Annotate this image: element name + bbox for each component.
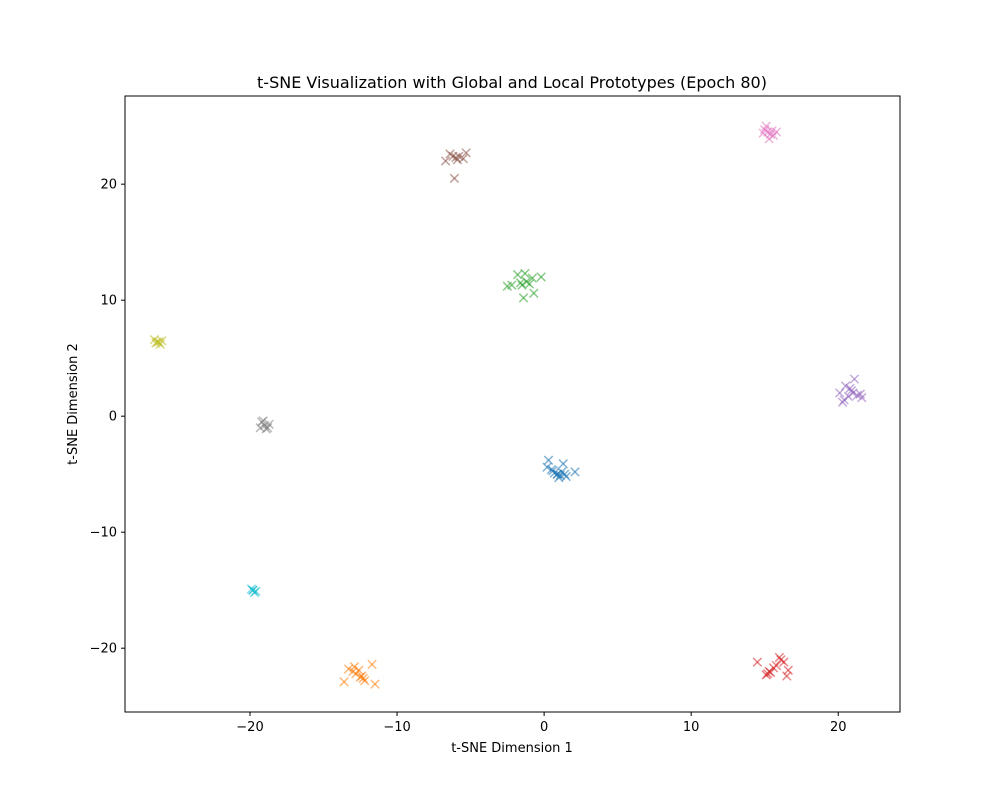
data-point xyxy=(536,272,546,282)
data-point xyxy=(507,280,517,290)
x-tick-label: 10 xyxy=(683,720,700,735)
points-layer xyxy=(149,121,867,689)
data-point xyxy=(157,336,167,346)
data-point xyxy=(558,459,568,469)
y-tick-label: −10 xyxy=(90,526,117,541)
plot-area xyxy=(124,95,901,713)
data-point xyxy=(765,667,776,678)
data-point xyxy=(570,467,580,477)
y-axis-label: t-SNE Dimension 2 xyxy=(66,343,81,465)
y-tick-label: 10 xyxy=(100,294,117,309)
y-tick-label: 0 xyxy=(109,410,117,425)
data-point xyxy=(543,455,554,465)
data-point xyxy=(461,148,471,158)
data-point xyxy=(515,278,526,288)
data-point xyxy=(440,156,451,166)
data-point xyxy=(154,337,164,347)
data-point xyxy=(520,268,530,279)
data-point xyxy=(542,462,552,472)
data-point xyxy=(840,381,851,391)
data-point xyxy=(258,416,268,426)
data-point xyxy=(454,151,464,162)
data-point xyxy=(834,388,845,398)
data-point xyxy=(358,673,368,684)
y-axis: −20 −10 0 10 20 xyxy=(90,178,125,657)
data-point xyxy=(849,374,860,384)
data-point xyxy=(451,152,461,163)
data-point xyxy=(458,153,468,164)
data-point xyxy=(151,338,161,348)
data-point xyxy=(783,665,793,675)
data-point xyxy=(255,423,266,433)
data-point xyxy=(518,293,529,303)
data-point xyxy=(449,173,460,184)
data-point xyxy=(527,273,538,283)
data-point xyxy=(512,269,523,280)
chart-title: t-SNE Visualization with Global and Loca… xyxy=(257,73,767,92)
y-tick-label: 20 xyxy=(100,178,117,193)
x-tick-label: −10 xyxy=(383,720,410,735)
data-point xyxy=(354,665,364,675)
x-tick-label: 20 xyxy=(830,720,847,735)
data-point xyxy=(855,389,866,399)
data-point xyxy=(248,585,258,595)
data-point xyxy=(552,469,563,479)
data-point xyxy=(559,469,570,479)
data-point xyxy=(343,664,354,674)
data-point xyxy=(264,419,274,430)
data-point xyxy=(782,671,792,681)
x-tick-label: −20 xyxy=(236,720,263,735)
data-point xyxy=(762,668,773,679)
x-tick-label: 0 xyxy=(540,720,548,735)
y-tick-label: −20 xyxy=(90,642,117,657)
data-point xyxy=(370,679,380,689)
plot-frame xyxy=(124,95,901,713)
data-point xyxy=(776,655,786,665)
data-point xyxy=(764,134,774,144)
data-point xyxy=(843,391,854,402)
data-point xyxy=(846,385,857,396)
data-point xyxy=(339,677,349,687)
data-point xyxy=(752,657,763,667)
data-point xyxy=(445,149,455,159)
data-point xyxy=(852,390,863,401)
x-axis: −20 −10 0 10 20 xyxy=(236,712,847,735)
data-point xyxy=(767,126,777,136)
data-point xyxy=(529,288,539,298)
data-point xyxy=(367,659,377,670)
data-point xyxy=(761,121,771,131)
x-axis-label: t-SNE Dimension 1 xyxy=(451,741,573,756)
data-point xyxy=(524,279,535,289)
data-point xyxy=(771,660,782,671)
